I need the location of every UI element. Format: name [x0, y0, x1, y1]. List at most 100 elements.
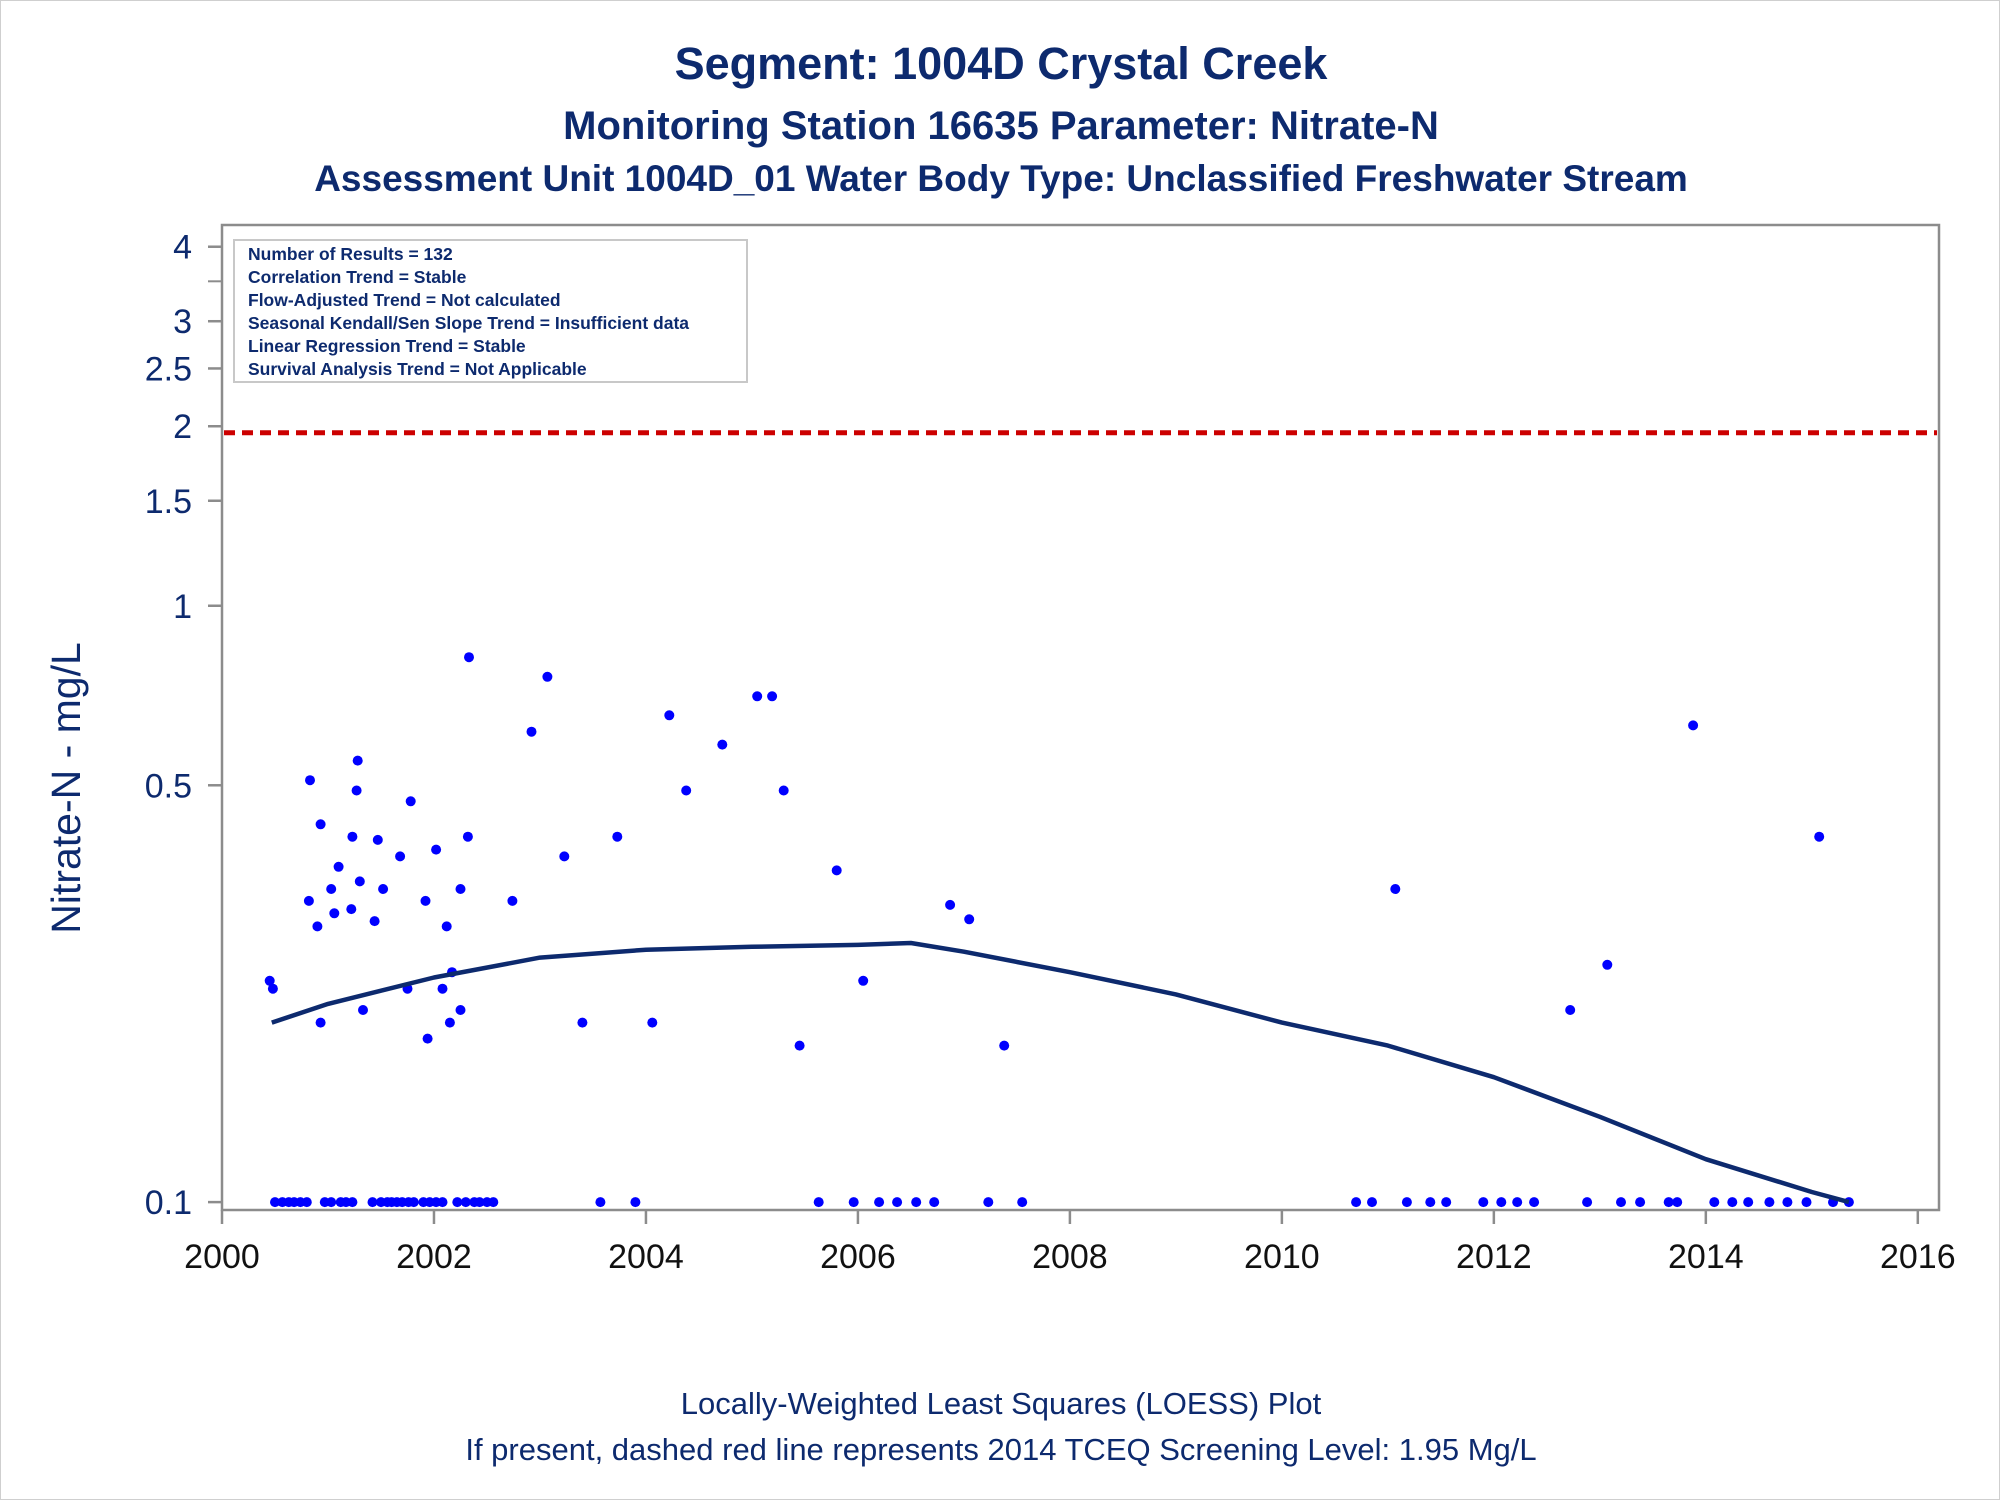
data-point [858, 975, 869, 986]
data-point [848, 1197, 859, 1208]
data-point [964, 914, 975, 925]
data-point [1512, 1197, 1523, 1208]
data-point [1390, 884, 1401, 894]
data-point [422, 1033, 433, 1044]
data-point [1727, 1197, 1738, 1208]
stats-box: Number of Results = 132 Correlation Tren… [233, 239, 748, 383]
data-point [1782, 1197, 1793, 1208]
x-tick-label: 2006 [820, 1238, 896, 1276]
data-point [681, 785, 692, 796]
data-point [983, 1197, 994, 1208]
stats-line-linear-regression: Linear Regression Trend = Stable [248, 336, 526, 356]
data-point [1801, 1197, 1812, 1208]
data-point [1565, 1005, 1576, 1015]
stats-box-border [233, 239, 748, 383]
x-tick-label: 2002 [396, 1238, 472, 1276]
chart-subtitle-2: Assessment Unit 1004D_01 Water Body Type… [314, 158, 1688, 199]
data-point [326, 884, 337, 894]
data-point [431, 844, 442, 855]
y-tick-label: 2.5 [145, 350, 192, 388]
data-point [270, 1197, 280, 1208]
data-point [831, 865, 842, 876]
data-point [351, 785, 362, 796]
data-point [372, 834, 383, 845]
data-point [1688, 720, 1699, 731]
y-tick-label: 3 [173, 303, 192, 341]
data-point [1367, 1197, 1377, 1208]
stats-line-flow-adjusted: Flow-Adjusted Trend = Not calculated [248, 290, 561, 310]
data-point [352, 755, 363, 766]
footnote-screening: If present, dashed red line represents 2… [465, 1432, 1536, 1467]
y-tick-label: 0.5 [145, 767, 192, 805]
data-point [1582, 1197, 1593, 1208]
data-point [329, 908, 340, 919]
x-tick-label: 2008 [1032, 1238, 1108, 1276]
data-point [577, 1017, 588, 1028]
data-point [1814, 831, 1825, 842]
data-point [346, 904, 357, 915]
data-point [778, 785, 789, 796]
data-point [911, 1197, 922, 1208]
data-point [813, 1197, 824, 1208]
data-point [437, 983, 448, 994]
data-point [1478, 1197, 1489, 1208]
data-point [1351, 1197, 1362, 1208]
data-point [767, 691, 778, 702]
data-point [559, 851, 570, 862]
y-tick-label: 1 [173, 588, 192, 626]
stats-line-correlation: Correlation Trend = Stable [248, 267, 467, 287]
data-point [420, 895, 431, 906]
data-point [1635, 1197, 1646, 1208]
stats-line-results: Number of Results = 132 [248, 244, 453, 264]
data-point [333, 861, 344, 872]
data-point [1764, 1197, 1775, 1208]
y-axis-label: Nitrate-N - mg/L [43, 642, 89, 934]
data-point [303, 895, 314, 906]
data-point [999, 1040, 1010, 1051]
data-point [455, 884, 466, 894]
plot-frame [220, 223, 1941, 1212]
data-point [460, 1197, 471, 1208]
data-point [462, 831, 473, 842]
data-point [612, 831, 623, 842]
data-point [752, 691, 763, 702]
data-point [312, 921, 323, 932]
data-point [542, 671, 553, 682]
data-point [367, 1197, 378, 1208]
data-point [1709, 1197, 1720, 1208]
y-tick-label: 1.5 [145, 483, 192, 521]
data-point [595, 1197, 606, 1208]
data-point [315, 1017, 326, 1028]
data-point [347, 1197, 358, 1208]
data-point [347, 831, 358, 842]
data-point [474, 1197, 485, 1208]
stats-line-seasonal-kendall: Seasonal Kendall/Sen Slope Trend = Insuf… [248, 313, 689, 333]
data-point [455, 1005, 466, 1015]
data-point [378, 884, 389, 894]
x-tick-label: 2014 [1668, 1238, 1744, 1276]
x-tick-label: 2010 [1244, 1238, 1320, 1276]
data-point [405, 796, 416, 807]
loess-curve [271, 940, 1850, 1205]
stats-line-survival: Survival Analysis Trend = Not Applicable [248, 359, 587, 379]
data-point [305, 775, 315, 786]
y-tick-label: 2 [173, 408, 192, 446]
chart-title: Segment: 1004D Crystal Creek [675, 38, 1329, 89]
data-point [1017, 1197, 1028, 1208]
y-tick-label: 0.1 [145, 1184, 192, 1222]
data-point [326, 1197, 337, 1208]
y-tick-label: 4 [173, 229, 192, 267]
data-point [630, 1197, 641, 1208]
data-point [354, 876, 365, 887]
footnote-loess: Locally-Weighted Least Squares (LOESS) P… [681, 1386, 1322, 1421]
data-point [369, 916, 380, 927]
plot-area: 2000 2002 2004 2006 2008 2010 2012 2014 2016 4 3 2.… [145, 223, 1956, 1276]
data-point [526, 726, 537, 737]
data-point [395, 851, 406, 862]
data-point [892, 1197, 903, 1208]
data-point [488, 1197, 499, 1208]
x-tick-label: 2016 [1880, 1238, 1956, 1276]
data-point [358, 1005, 368, 1015]
